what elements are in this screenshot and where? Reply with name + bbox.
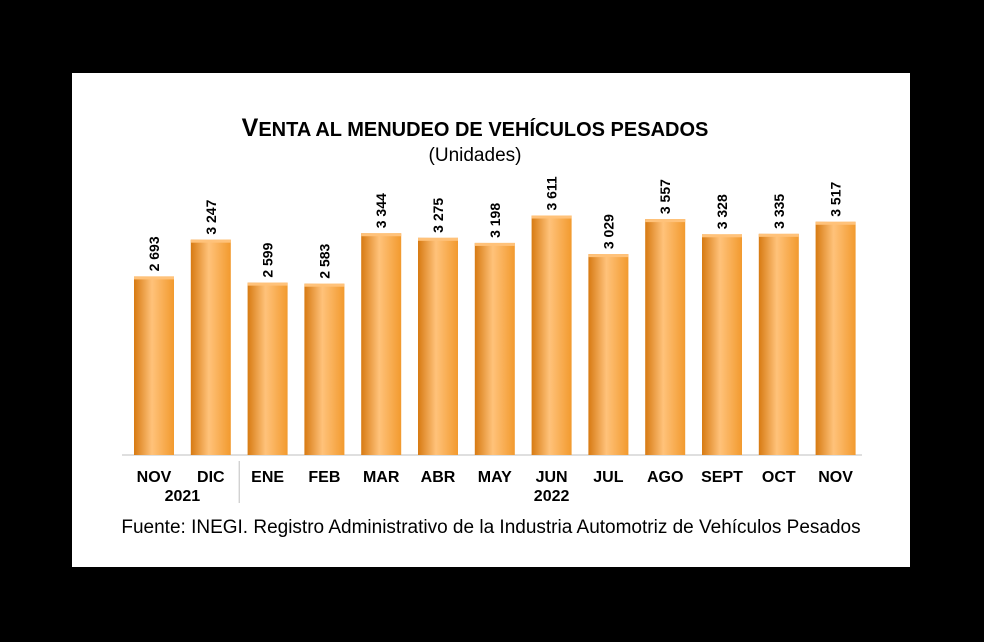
- category-label-0: NOV: [137, 469, 172, 486]
- category-label-1: DIC: [197, 469, 225, 486]
- bar-cap-9: [645, 219, 686, 223]
- bar-cap-4: [361, 233, 402, 237]
- bar-ago-9: [645, 219, 686, 455]
- category-label-10: SEPT: [701, 469, 743, 486]
- value-label-5: 3 275: [430, 198, 446, 233]
- bar-cap-7: [531, 215, 572, 219]
- bar-cap-10: [702, 234, 742, 238]
- category-label-4: MAR: [363, 469, 400, 486]
- bars-group: [134, 215, 856, 455]
- bar-cap-12: [815, 221, 856, 225]
- bar-cap-8: [588, 254, 629, 258]
- bar-cap-0: [134, 276, 174, 280]
- value-label-7: 3 611: [544, 176, 560, 210]
- bar-chart: VENTA AL MENUDEO DE VEHÍCULOS PESADOS (U…: [122, 114, 862, 505]
- year-label-2021: 2021: [165, 488, 201, 505]
- value-label-10: 3 328: [714, 194, 730, 229]
- chart-panel: VENTA AL MENUDEO DE VEHÍCULOS PESADOS (U…: [72, 73, 910, 567]
- category-label-8: JUL: [593, 469, 623, 486]
- value-label-3: 2 583: [316, 243, 332, 278]
- category-label-7: JUN: [536, 469, 568, 486]
- value-label-4: 3 344: [373, 193, 389, 228]
- chart-subtitle: (Unidades): [429, 145, 522, 166]
- bar-nov-12: [815, 221, 856, 455]
- bar-cap-1: [190, 239, 231, 243]
- value-label-1: 3 247: [203, 199, 219, 234]
- category-label-2: ENE: [251, 469, 284, 486]
- category-label-9: AGO: [647, 469, 683, 486]
- category-label-3: FEB: [308, 469, 340, 486]
- value-label-2: 2 599: [260, 242, 276, 277]
- bar-cap-2: [247, 282, 288, 286]
- labels-group: 2 693 NOV 3 247 DIC 2 599 ENE 2 583 FEB 3 344 MAR…: [137, 176, 854, 505]
- bar-dic-1: [190, 239, 231, 455]
- value-label-8: 3 029: [600, 214, 616, 249]
- bar-cap-3: [304, 283, 345, 287]
- value-label-9: 3 557: [657, 179, 673, 214]
- value-label-12: 3 517: [828, 182, 844, 217]
- bar-cap-6: [474, 242, 515, 246]
- bar-jul-8: [588, 254, 629, 455]
- bar-mar-4: [361, 233, 402, 455]
- category-label-5: ABR: [421, 469, 456, 486]
- bar-oct-11: [758, 233, 799, 455]
- category-label-12: NOV: [818, 469, 853, 486]
- chart-title: VENTA AL MENUDEO DE VEHÍCULOS PESADOS: [242, 114, 709, 142]
- bar-cap-5: [418, 237, 458, 241]
- bar-cap-11: [758, 233, 799, 237]
- bar-may-6: [474, 242, 515, 455]
- source-note: Fuente: INEGI. Registro Administrativo d…: [121, 517, 861, 538]
- bar-abr-5: [418, 237, 458, 455]
- category-label-11: OCT: [762, 469, 796, 486]
- category-label-6: MAY: [478, 469, 512, 486]
- value-label-11: 3 335: [771, 194, 787, 229]
- bar-jun-7: [531, 215, 572, 455]
- value-label-0: 2 693: [146, 236, 162, 271]
- value-label-6: 3 198: [487, 203, 503, 238]
- bar-nov-0: [134, 276, 174, 455]
- bar-feb-3: [304, 283, 345, 455]
- bar-sept-10: [702, 234, 742, 455]
- year-label-2022: 2022: [534, 488, 570, 505]
- bar-ene-2: [247, 282, 288, 455]
